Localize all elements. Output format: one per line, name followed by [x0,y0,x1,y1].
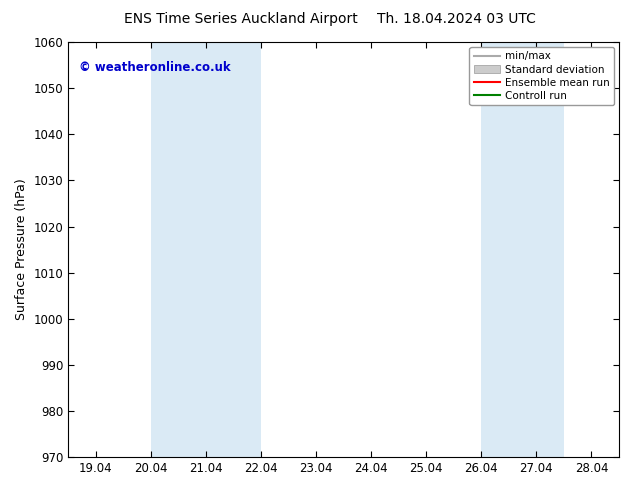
Bar [151,42,261,457]
Text: ENS Time Series Auckland Airport: ENS Time Series Auckland Airport [124,12,358,26]
Bar [481,42,564,457]
Legend: min/max, Standard deviation, Ensemble mean run, Controll run: min/max, Standard deviation, Ensemble me… [469,47,614,105]
Text: © weatheronline.co.uk: © weatheronline.co.uk [79,61,231,74]
Y-axis label: Surface Pressure (hPa): Surface Pressure (hPa) [15,179,28,320]
Text: Th. 18.04.2024 03 UTC: Th. 18.04.2024 03 UTC [377,12,536,26]
